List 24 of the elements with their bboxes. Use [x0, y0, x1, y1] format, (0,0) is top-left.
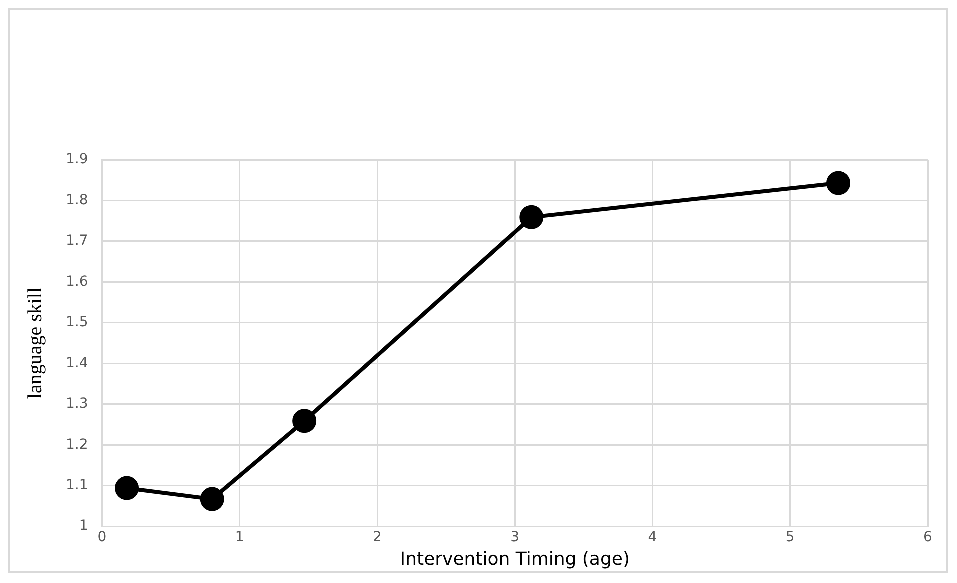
x-tick-label: 1	[235, 530, 244, 546]
x-tick-label: 6	[924, 530, 933, 546]
x-tick-label: 0	[98, 530, 107, 546]
point	[292, 409, 317, 434]
x-tick-label: 5	[786, 530, 795, 546]
point	[200, 487, 224, 512]
point	[826, 171, 851, 196]
y-tick-label: 1.2	[66, 436, 88, 453]
x-axis-title: Intervention Timing (age)	[400, 548, 630, 570]
x-tick-label: 2	[373, 530, 382, 546]
x-tick-label: 4	[648, 530, 658, 546]
y-tick-label: 1	[79, 518, 88, 534]
y-tick-label: 1.7	[66, 233, 88, 250]
y-tick-label: 1.8	[66, 192, 88, 208]
y-axis-title: language skill	[24, 287, 46, 400]
y-tick-label: 1.6	[66, 274, 88, 290]
y-tick-label: 1.4	[66, 355, 88, 372]
y-tick-label: 1.1	[66, 478, 88, 494]
point	[520, 205, 544, 230]
x-tick-label: 3	[510, 530, 520, 546]
y-tick-label: 1.5	[66, 314, 88, 331]
point	[115, 476, 140, 500]
y-tick-label: 1.3	[66, 396, 88, 412]
y-tick-label: 1.9	[66, 152, 88, 168]
